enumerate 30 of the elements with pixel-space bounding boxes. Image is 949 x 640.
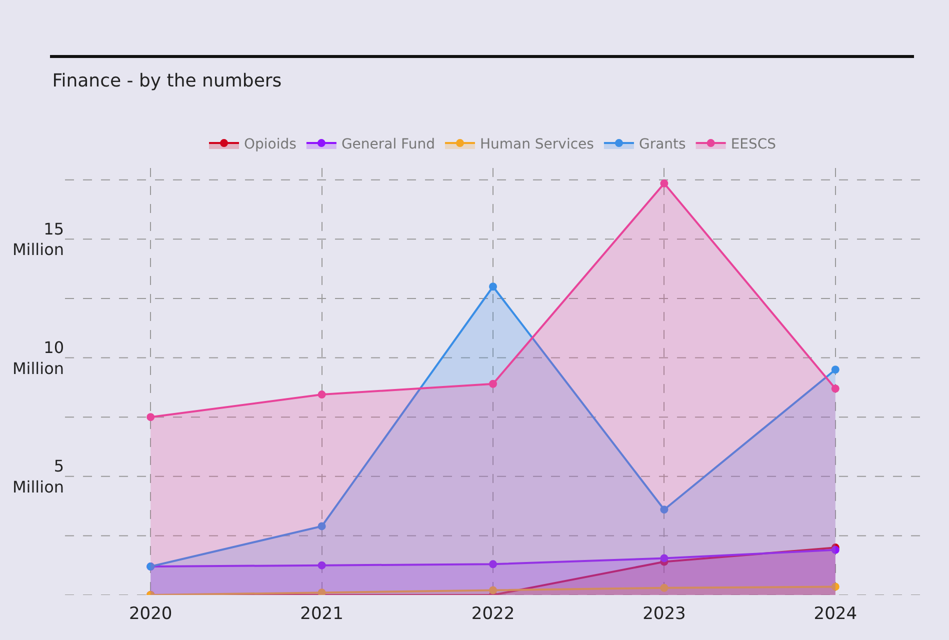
y-tick-label: 5 Million bbox=[12, 456, 64, 496]
point bbox=[660, 584, 668, 592]
legend-label: Opioids bbox=[244, 136, 296, 153]
x-tick-label: 2020 bbox=[128, 604, 172, 624]
legend-label: General Fund bbox=[341, 136, 435, 153]
y-tick-label: 10 Million bbox=[12, 338, 64, 378]
point bbox=[318, 561, 326, 570]
point bbox=[318, 390, 326, 399]
chart-title: Finance - by the numbers bbox=[52, 70, 282, 92]
legend-label: Human Services bbox=[480, 136, 594, 153]
point bbox=[489, 586, 497, 594]
x-tick-label: 2022 bbox=[471, 604, 515, 624]
legend-label: EESCS bbox=[730, 136, 776, 153]
point bbox=[146, 413, 155, 422]
point bbox=[489, 380, 497, 388]
point bbox=[831, 582, 840, 591]
y-tick-label: 15 Million bbox=[12, 219, 64, 260]
x-tick-label: 2021 bbox=[300, 604, 344, 624]
point bbox=[318, 588, 326, 595]
point bbox=[660, 506, 668, 514]
point bbox=[318, 522, 326, 530]
point bbox=[831, 384, 840, 393]
point bbox=[660, 179, 668, 188]
point bbox=[489, 282, 497, 291]
point bbox=[660, 554, 668, 562]
point bbox=[489, 560, 497, 568]
point bbox=[831, 366, 840, 374]
x-tick-label: 2023 bbox=[642, 604, 686, 624]
x-tick-label: 2024 bbox=[814, 604, 858, 624]
legend-label: Grants bbox=[638, 136, 686, 153]
